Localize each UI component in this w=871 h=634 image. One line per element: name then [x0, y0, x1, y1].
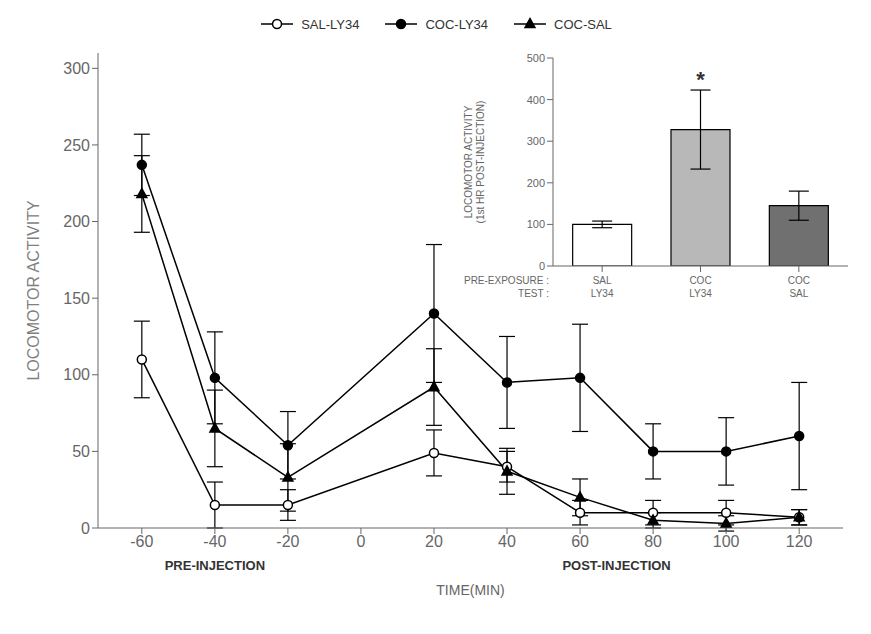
svg-text:300: 300 [63, 60, 90, 77]
html-text:TIME(MIN): TIME(MIN) [436, 582, 505, 598]
svg-text:*: * [696, 67, 705, 92]
svg-text:60: 60 [571, 533, 589, 550]
html-text:POST-INJECTION: POST-INJECTION [562, 558, 671, 573]
svg-text:TEST :: TEST : [518, 288, 549, 299]
svg-text:400: 400 [527, 94, 545, 106]
svg-text:-60: -60 [130, 533, 153, 550]
svg-text:SALLY34: SALLY34 [591, 275, 614, 299]
html-text:COC-SAL: COC-SAL [554, 16, 612, 32]
svg-text:40: 40 [498, 533, 516, 550]
html-text:COC-LY34: COC-LY34 [425, 16, 489, 32]
svg-text:COCLY34: COCLY34 [689, 275, 712, 299]
svg-text:PRE-EXPOSURE :: PRE-EXPOSURE : [464, 275, 549, 286]
svg-text:100: 100 [527, 218, 545, 230]
svg-text:80: 80 [644, 533, 662, 550]
svg-text:COCSAL: COCSAL [788, 275, 810, 299]
svg-text:20: 20 [425, 533, 443, 550]
svg-text:LOCOMOTOR ACTIVITY: LOCOMOTOR ACTIVITY [25, 200, 42, 381]
svg-text:0: 0 [356, 533, 365, 550]
html-text:SAL-LY34: SAL-LY34 [301, 16, 360, 32]
svg-text:0: 0 [539, 260, 545, 272]
svg-text:100: 100 [713, 533, 740, 550]
svg-text:100: 100 [63, 366, 90, 383]
svg-text:150: 150 [63, 290, 90, 307]
svg-text:500: 500 [527, 52, 545, 64]
svg-text:300: 300 [527, 135, 545, 147]
svg-text:LOCOMOTOR ACTIVITY(1st HR POST: LOCOMOTOR ACTIVITY(1st HR POST-INJECTION… [463, 101, 486, 224]
svg-text:200: 200 [527, 177, 545, 189]
svg-text:120: 120 [786, 533, 813, 550]
svg-text:200: 200 [63, 213, 90, 230]
svg-text:-40: -40 [203, 533, 226, 550]
svg-text:0: 0 [81, 520, 90, 537]
svg-text:-20: -20 [276, 533, 299, 550]
html-text:PRE-INJECTION: PRE-INJECTION [164, 558, 266, 573]
svg-text:50: 50 [72, 443, 90, 460]
svg-text:250: 250 [63, 137, 90, 154]
